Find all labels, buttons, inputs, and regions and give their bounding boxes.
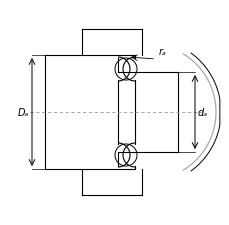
Circle shape — [114, 59, 136, 81]
Wedge shape — [117, 58, 129, 82]
Circle shape — [114, 144, 136, 166]
Wedge shape — [123, 143, 134, 167]
Bar — [82, 30, 141, 56]
Bar — [45, 81, 134, 144]
Wedge shape — [123, 58, 134, 82]
Bar — [82, 169, 141, 195]
Text: dₐ: dₐ — [197, 108, 207, 117]
Wedge shape — [117, 143, 129, 167]
Text: rₐ: rₐ — [158, 47, 166, 57]
Bar — [45, 56, 134, 59]
Bar — [45, 166, 134, 169]
Bar — [45, 56, 134, 169]
Text: Dₐ: Dₐ — [18, 108, 29, 117]
